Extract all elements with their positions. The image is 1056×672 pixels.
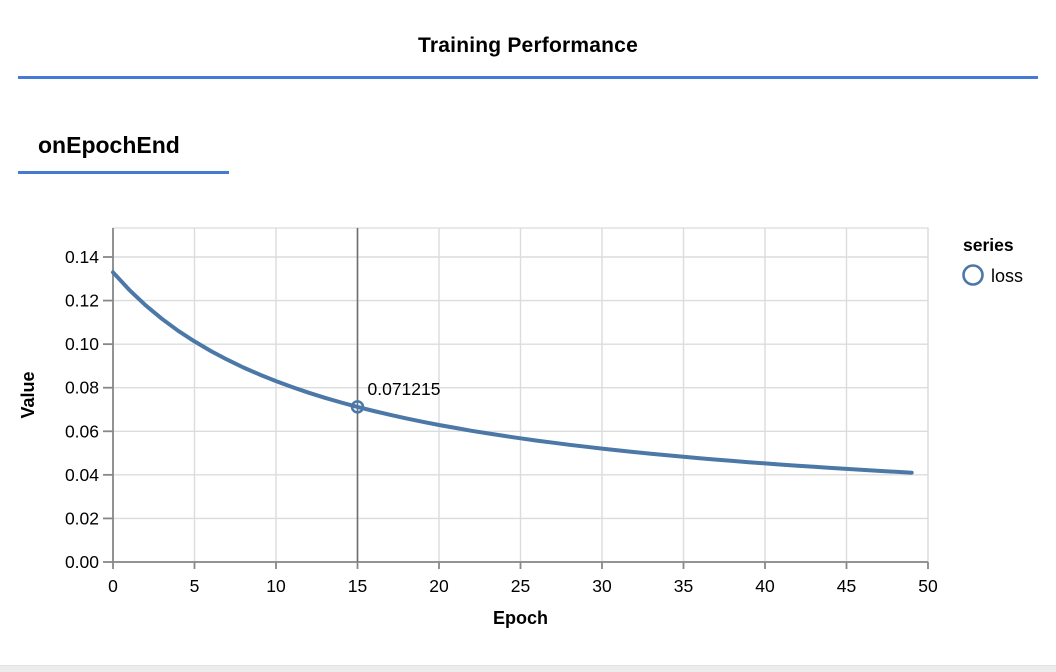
loss-line: [111, 270, 914, 475]
y-tick-label: 0.02: [65, 508, 99, 528]
x-tick-label: 35: [674, 576, 693, 596]
y-tick-label: 0.00: [65, 552, 99, 572]
chart-plot-area[interactable]: [113, 228, 928, 562]
x-tick-label: 25: [511, 576, 530, 596]
legend-loss-marker-icon: [962, 264, 984, 286]
y-tick-label: 0.04: [65, 465, 99, 485]
x-tick-label: 10: [266, 576, 286, 596]
x-tick-label: 45: [837, 576, 856, 596]
title-divider: [18, 76, 1038, 79]
x-tick-label: 30: [592, 576, 612, 596]
y-tick-label: 0.12: [65, 291, 99, 311]
x-tick-label: 15: [348, 576, 367, 596]
x-tick-label: 5: [190, 576, 200, 596]
section-title: onEpochEnd: [38, 132, 180, 158]
y-tick-label: 0.06: [65, 421, 99, 441]
x-tick-label: 50: [918, 576, 938, 596]
section-divider: [18, 171, 229, 174]
legend-title: series: [963, 235, 1014, 255]
training-performance-chart[interactable]: 0 5 10 15 20 25 30 35 40 45 50 0.00 0.02 0.04 0.06 0.08…: [0, 220, 1056, 650]
x-tick-label: 40: [755, 576, 775, 596]
page-title: Training Performance: [418, 34, 638, 57]
x-tick-label: 20: [429, 576, 449, 596]
hover-point-marker: [350, 400, 365, 414]
y-tick-label: 0.14: [65, 247, 99, 267]
y-axis-title: Value: [18, 371, 38, 418]
legend-loss-label: loss: [991, 266, 1023, 286]
tooltip-value: 0.071215: [368, 379, 441, 399]
y-tick-label: 0.10: [65, 334, 99, 354]
y-tick-label: 0.08: [65, 378, 99, 398]
x-axis-title: Epoch: [493, 608, 548, 628]
x-tick-label: 0: [108, 576, 118, 596]
bottom-panel-edge: [0, 665, 1056, 672]
